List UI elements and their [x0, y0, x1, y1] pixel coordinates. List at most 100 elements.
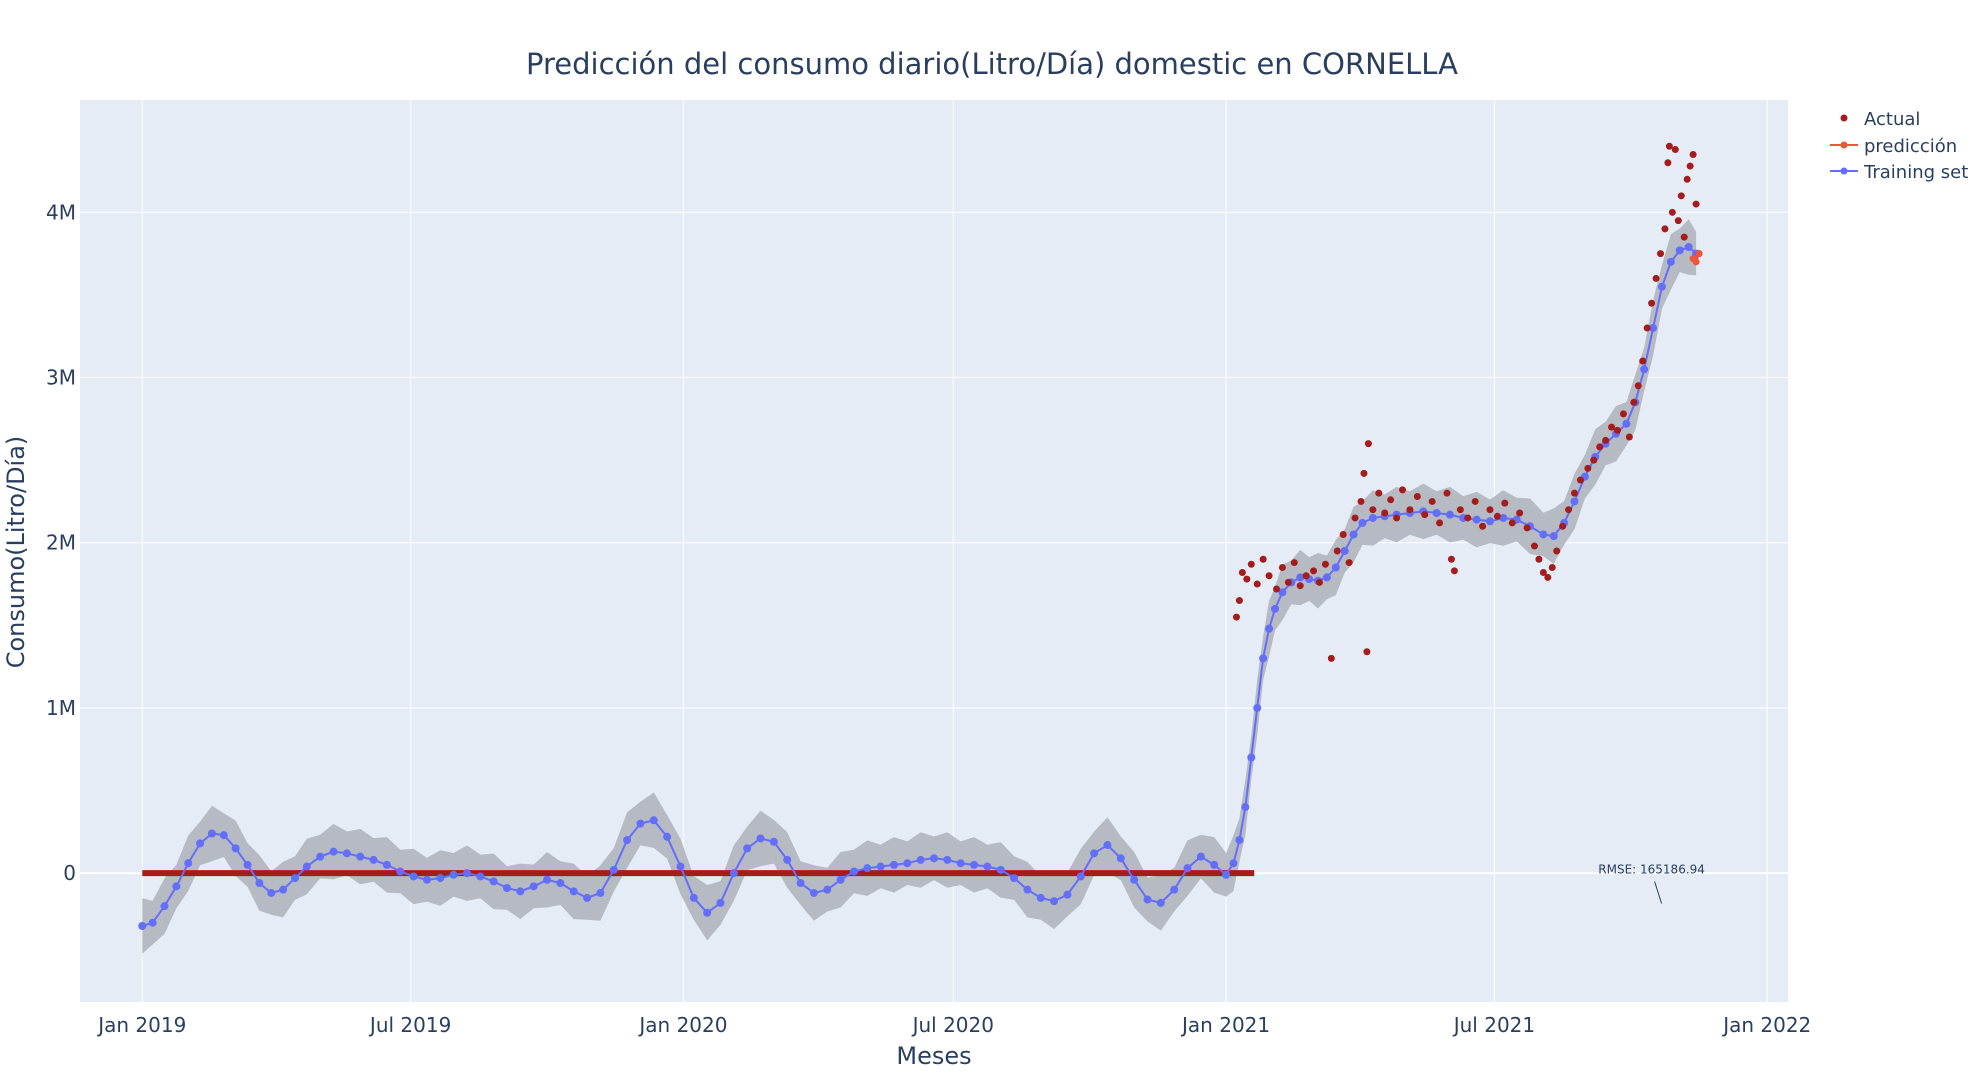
actual-point [1375, 489, 1383, 497]
axis-layer: Jan 2019 Jul 2019 Jan 2020 Jul 2020 Jan 2021… [46, 200, 1811, 1037]
training-set-point [1331, 563, 1340, 572]
training-set-point [849, 867, 858, 876]
legend-item-prediccion[interactable]: predicción [1830, 136, 1957, 157]
actual-point [1387, 496, 1395, 504]
legend-marker-prediccion [1840, 141, 1848, 149]
training-set-point [970, 860, 979, 869]
training-set-point [796, 879, 805, 888]
training-set-point [1210, 860, 1219, 869]
actual-point [1436, 519, 1444, 527]
training-set-point [409, 872, 418, 881]
actual-point [1602, 436, 1610, 444]
actual-point [1559, 522, 1567, 530]
training-set-point [716, 898, 725, 907]
x-tick-label: Jan 2020 [637, 1013, 727, 1037]
training-set-point [863, 864, 872, 873]
training-set-point [1539, 530, 1548, 539]
training-set-point [1675, 246, 1684, 255]
training-set-point [903, 859, 912, 868]
training-set-point [956, 859, 965, 868]
training-set-point [1640, 365, 1649, 374]
legend-label-actual: Actual [1864, 109, 1920, 130]
training-set-point [1349, 530, 1358, 539]
training-set-point [783, 855, 792, 864]
actual-point [1686, 162, 1694, 170]
training-set-point [516, 887, 525, 896]
actual-point [1428, 497, 1436, 505]
training-set-point [1570, 497, 1579, 506]
series-layer [138, 142, 1703, 931]
training-set-point [1340, 547, 1349, 555]
training-set-point [1229, 859, 1238, 868]
training-set-point [1076, 872, 1085, 881]
legend-label-training-set: Training set [1863, 162, 1968, 183]
training-set-point [769, 837, 778, 846]
training-set-point [809, 888, 818, 897]
training-set-point [583, 893, 592, 902]
training-set-point [1241, 803, 1250, 812]
training-set-point [1432, 509, 1441, 518]
actual-point [1321, 560, 1329, 568]
actual-point [1406, 506, 1414, 514]
actual-point [1259, 555, 1267, 563]
training-set-point [160, 902, 169, 911]
training-set-point [569, 887, 578, 896]
training-set-point [1023, 885, 1032, 894]
actual-point [1530, 542, 1538, 550]
training-set-point [623, 836, 632, 845]
training-set-point [207, 829, 216, 838]
actual-point [1486, 506, 1494, 514]
training-set-point [1063, 890, 1072, 899]
actual-point [1553, 547, 1561, 555]
actual-point [1369, 506, 1377, 514]
training-set-point [1322, 573, 1331, 582]
actual-point [1302, 572, 1310, 580]
legend[interactable]: Actual predicción Training set [1830, 109, 1968, 183]
training-set-point [1684, 243, 1693, 252]
training-set-point [184, 859, 193, 868]
training-set-point [382, 860, 391, 869]
actual-point [1571, 489, 1578, 497]
actual-point [1327, 654, 1335, 662]
training-set-point [462, 869, 471, 878]
actual-point [1357, 497, 1365, 505]
legend-item-actual[interactable]: Actual [1840, 109, 1921, 130]
actual-point [1364, 440, 1372, 448]
training-set-point [396, 867, 405, 876]
training-set-point [476, 872, 485, 881]
training-set-point [930, 854, 938, 863]
training-set-point [489, 877, 498, 886]
actual-point [1689, 151, 1697, 159]
actual-point [1265, 572, 1273, 580]
training-set-point [138, 922, 147, 931]
actual-point [1648, 299, 1656, 307]
training-set-point [1499, 513, 1508, 522]
training-set-point [529, 882, 538, 891]
training-set-point [1666, 257, 1675, 266]
actual-point [1238, 568, 1246, 576]
training-set-point [876, 862, 885, 871]
actual-point [1471, 497, 1479, 505]
actual-point [1576, 476, 1584, 484]
legend-item-training-set[interactable]: Training set [1830, 162, 1968, 183]
legend-marker-actual [1840, 114, 1848, 122]
training-set-point [556, 879, 565, 888]
training-set-point [676, 862, 685, 871]
training-set-point [1116, 854, 1125, 863]
actual-point [1584, 464, 1592, 472]
rmse-annotation: RMSE: 165186.94 [1598, 862, 1705, 876]
x-tick-label: Jul 2021 [1452, 1013, 1535, 1037]
actual-point [1516, 509, 1524, 517]
training-set-point [823, 885, 832, 894]
training-set-point [1090, 849, 1099, 858]
y-tick-label: 4M [46, 200, 76, 224]
actual-point [1501, 499, 1509, 507]
actual-point [1247, 560, 1255, 568]
training-set-point [836, 875, 845, 884]
training-set-point [703, 908, 712, 917]
actual-point [1272, 585, 1280, 593]
prediccion-point [1692, 258, 1700, 266]
training-set-point [596, 888, 605, 897]
